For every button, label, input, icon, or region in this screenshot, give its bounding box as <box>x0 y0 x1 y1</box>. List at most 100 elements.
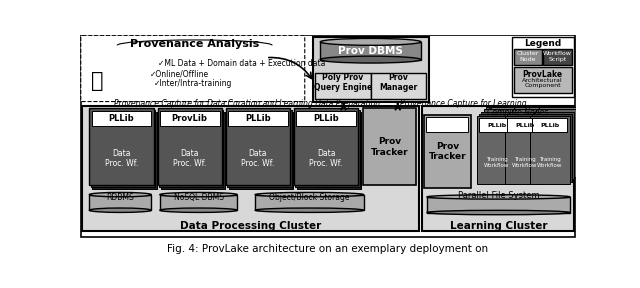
Text: Poly Prov
Query Engine: Poly Prov Query Engine <box>314 73 372 92</box>
Text: Cluster
Node: Cluster Node <box>516 52 539 62</box>
Text: Data
Proc. Wf.: Data Proc. Wf. <box>309 149 342 168</box>
Ellipse shape <box>320 56 421 63</box>
Bar <box>426 117 468 132</box>
Text: PLLib: PLLib <box>488 123 506 128</box>
Ellipse shape <box>255 192 364 197</box>
Text: ProvLib: ProvLib <box>172 114 207 123</box>
Bar <box>484 109 524 177</box>
Bar <box>479 118 515 132</box>
Text: Provenance Capture for Data Curation and Learning Data Preparation: Provenance Capture for Data Curation and… <box>113 99 380 108</box>
Bar <box>511 37 575 97</box>
Ellipse shape <box>427 195 570 199</box>
Bar <box>157 109 222 185</box>
Text: Training
Workflow: Training Workflow <box>512 157 538 168</box>
Text: ✓ML Data + Domain data + Execution data: ✓ML Data + Domain data + Execution data <box>157 59 325 68</box>
Bar <box>529 116 570 184</box>
Bar <box>255 195 364 210</box>
Bar <box>296 110 360 187</box>
Bar <box>514 49 542 65</box>
Ellipse shape <box>90 192 151 197</box>
Bar <box>514 67 572 93</box>
Bar <box>532 118 568 132</box>
Bar <box>315 73 371 99</box>
Bar <box>479 114 520 182</box>
Bar <box>227 110 292 187</box>
Bar <box>509 111 550 179</box>
Ellipse shape <box>427 210 570 215</box>
Text: ProvLake: ProvLake <box>523 70 563 79</box>
Bar <box>160 111 220 126</box>
Text: Training
Workflow: Training Workflow <box>537 157 563 168</box>
Ellipse shape <box>160 192 237 197</box>
Bar <box>486 107 526 175</box>
Text: Workflow
Script: Workflow Script <box>543 52 572 62</box>
Bar <box>427 197 570 213</box>
Bar <box>91 110 155 187</box>
Text: Prov
Tracker: Prov Tracker <box>371 137 408 157</box>
Text: ✓Online/Offline: ✓Online/Offline <box>150 69 209 78</box>
Text: Object/Block Storage: Object/Block Storage <box>269 193 349 202</box>
Ellipse shape <box>320 38 421 45</box>
Text: Compute Nodes: Compute Nodes <box>487 108 548 117</box>
Text: Prov
Tracker: Prov Tracker <box>429 141 466 161</box>
Text: Prov
Manager: Prov Manager <box>380 73 418 92</box>
Bar <box>534 111 575 179</box>
Ellipse shape <box>90 208 151 213</box>
Text: 👤: 👤 <box>91 71 103 91</box>
Ellipse shape <box>160 208 237 213</box>
Text: Architectural
Component: Architectural Component <box>522 78 563 88</box>
Bar <box>226 109 290 185</box>
Text: PLLib: PLLib <box>540 123 559 128</box>
Text: Data
Proc. Wf.: Data Proc. Wf. <box>105 149 138 168</box>
Bar <box>424 115 470 188</box>
Text: NoSQL DBMS: NoSQL DBMS <box>173 193 223 202</box>
Bar <box>294 109 358 185</box>
Bar <box>160 195 237 210</box>
Text: PLLib: PLLib <box>313 114 339 123</box>
Bar <box>477 116 517 184</box>
Text: RDBMS: RDBMS <box>106 193 134 202</box>
Text: Legend: Legend <box>524 39 561 48</box>
Text: PLLib: PLLib <box>515 123 534 128</box>
Bar <box>511 109 552 177</box>
Text: Learning Cluster: Learning Cluster <box>450 221 547 230</box>
Bar <box>543 49 572 65</box>
Text: Prov DBMS: Prov DBMS <box>338 46 403 56</box>
Bar <box>481 111 522 179</box>
Text: PLLib: PLLib <box>245 114 271 123</box>
Bar <box>514 107 554 175</box>
Bar <box>228 111 288 126</box>
Text: Data
Proc. Wf.: Data Proc. Wf. <box>241 149 275 168</box>
Text: Fig. 4: ProvLake architecture on an exemplary deployment on: Fig. 4: ProvLake architecture on an exem… <box>168 244 488 254</box>
Bar <box>90 109 154 185</box>
Bar <box>536 109 577 177</box>
Text: ✓Inter/Intra-training: ✓Inter/Intra-training <box>154 79 232 88</box>
Text: PLLib: PLLib <box>109 114 134 123</box>
Bar <box>507 114 547 182</box>
FancyBboxPatch shape <box>81 35 305 102</box>
Text: Parallel File System: Parallel File System <box>458 191 540 200</box>
Text: Training
Workflow: Training Workflow <box>484 157 509 168</box>
Bar <box>83 106 419 231</box>
Bar <box>159 110 223 187</box>
Bar <box>320 42 421 60</box>
Bar <box>422 106 575 231</box>
Bar <box>229 111 293 189</box>
Text: Provenance Analysis: Provenance Analysis <box>130 39 259 49</box>
Bar <box>363 109 415 185</box>
Bar <box>90 195 151 210</box>
Text: Data Processing Cluster: Data Processing Cluster <box>180 221 321 230</box>
Text: Provenance Capture for Learning: Provenance Capture for Learning <box>400 99 527 108</box>
Bar <box>539 107 579 175</box>
Ellipse shape <box>255 208 364 213</box>
Bar <box>92 111 151 126</box>
Text: Data
Proc. Wf.: Data Proc. Wf. <box>173 149 206 168</box>
Bar <box>505 116 545 184</box>
Bar <box>92 111 157 189</box>
Bar <box>297 111 362 189</box>
Bar <box>532 114 572 182</box>
Bar <box>507 118 543 132</box>
Bar <box>161 111 225 189</box>
Bar <box>371 73 426 99</box>
Bar <box>296 111 356 126</box>
